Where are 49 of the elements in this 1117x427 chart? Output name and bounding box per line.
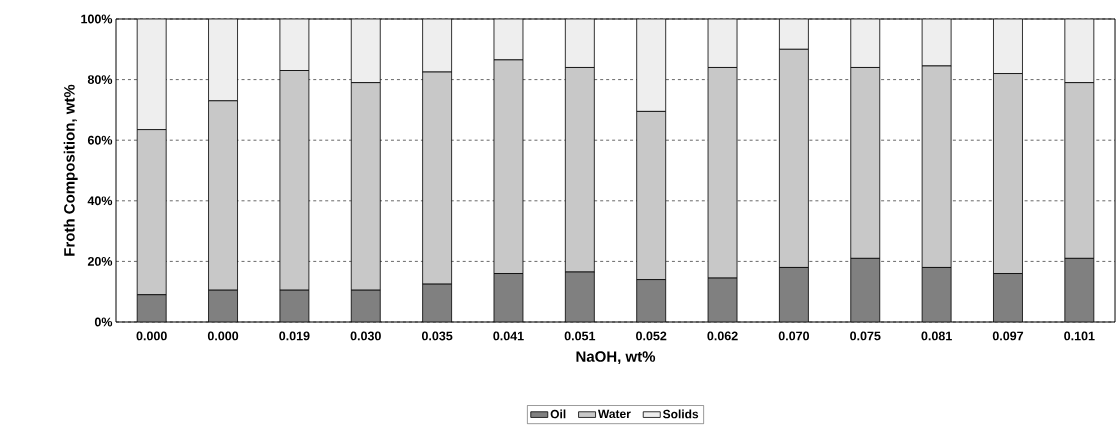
bar	[850, 257, 881, 322]
bar	[136, 294, 167, 322]
bar	[279, 19, 310, 71]
bar	[564, 271, 595, 322]
y-tick-label: 60%	[87, 135, 113, 145]
bar	[564, 19, 595, 68]
x-tick-label: 0.052	[636, 331, 667, 341]
bar	[779, 267, 809, 322]
x-tick-label: 0.062	[707, 331, 738, 341]
x-tick-label: 0.030	[350, 331, 381, 341]
bar	[422, 283, 453, 322]
bar	[208, 19, 238, 102]
y-tick-label: 40%	[87, 196, 113, 206]
x-tick-label: 0.075	[850, 331, 881, 341]
bar	[921, 267, 952, 322]
x-tick-label: 0.035	[421, 331, 453, 341]
x-tick-label: 0.041	[493, 331, 524, 341]
legend-label: Water	[597, 409, 631, 419]
bar	[850, 19, 881, 68]
bar	[707, 19, 738, 68]
bar	[1064, 257, 1095, 322]
legend-label: Oil	[550, 409, 566, 419]
bar	[993, 19, 1023, 74]
x-tick-label: 0.097	[992, 331, 1024, 341]
bar	[779, 19, 809, 50]
x-tick-label: 0.019	[279, 331, 310, 341]
bar	[350, 19, 381, 84]
bar	[493, 273, 524, 322]
bar	[636, 279, 667, 322]
x-tick-label: 0.000	[207, 331, 239, 341]
x-tick-label: 0.101	[1064, 331, 1095, 341]
x-tick-label: 0.081	[921, 331, 952, 341]
legend-label: Solids	[662, 409, 699, 419]
x-tick-label: 0.051	[564, 331, 596, 341]
x-tick-label: 0.000	[136, 331, 167, 341]
bar	[1064, 19, 1095, 84]
bar	[136, 19, 167, 130]
x-tick-label: 0.070	[778, 331, 810, 341]
y-axis-title: Froth Composition, wt%	[63, 84, 78, 256]
y-tick-label: 20%	[87, 256, 113, 266]
bar	[350, 289, 381, 322]
y-tick-label: 80%	[87, 75, 113, 85]
y-tick-label: 0%	[94, 317, 113, 327]
x-axis-title: NaOH, wt%	[576, 351, 656, 365]
bar	[208, 289, 238, 322]
bar	[993, 273, 1023, 322]
y-tick-label: 100%	[81, 14, 113, 24]
bar	[422, 19, 453, 73]
bar	[636, 19, 667, 112]
